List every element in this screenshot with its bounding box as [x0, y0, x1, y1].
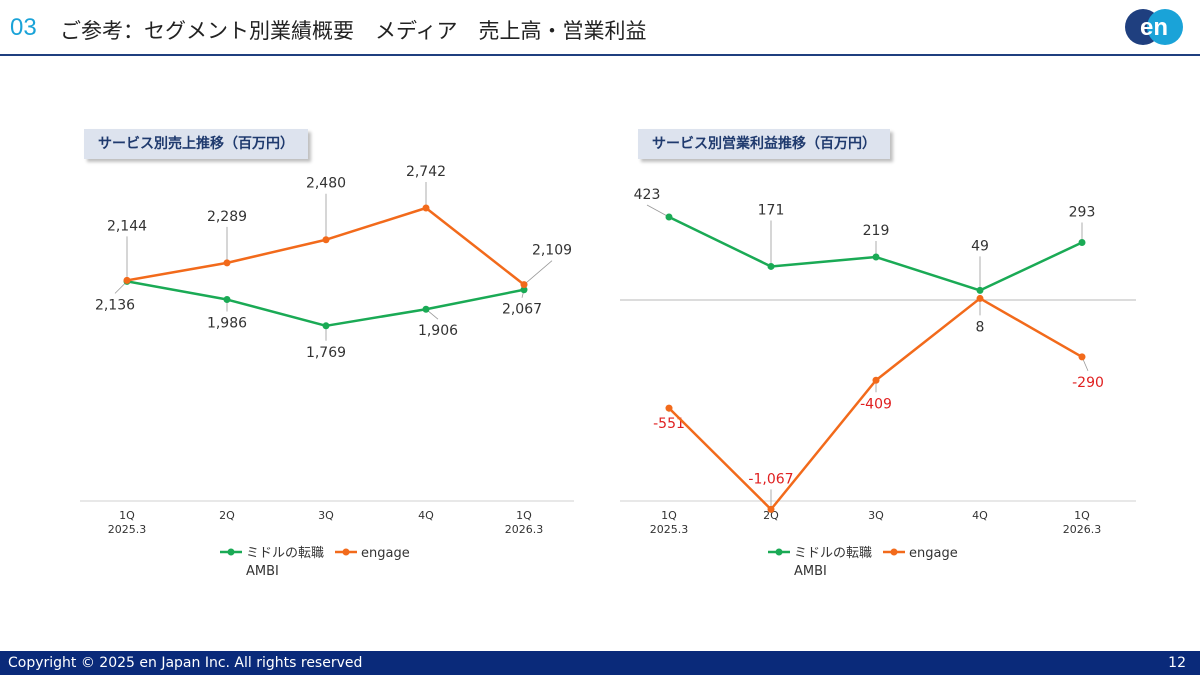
data-point: [767, 262, 775, 270]
data-label: 2,144: [107, 218, 147, 234]
data-label: 2,109: [532, 243, 572, 259]
logo-text: en: [1140, 14, 1168, 41]
data-label: 2,067: [502, 302, 542, 318]
data-point: [422, 204, 430, 212]
legend-swatch-point: [227, 548, 235, 556]
data-label: 1,986: [207, 316, 247, 332]
x-tick-label: 3Q: [318, 509, 334, 522]
data-label: -551: [653, 416, 685, 432]
copyright-text: Copyright © 2025 en Japan Inc. All right…: [8, 655, 363, 671]
data-label: 8: [976, 319, 985, 335]
data-point: [1078, 239, 1086, 247]
data-point: [1078, 353, 1086, 361]
data-label-leader: [523, 260, 553, 285]
header-rule: [0, 54, 1200, 56]
legend-swatch-point: [342, 548, 350, 556]
x-tick-label: 2Q: [219, 509, 235, 522]
data-point: [123, 276, 131, 284]
x-tick-label: 2026.3: [1063, 523, 1102, 536]
page-title: ご参考：セグメント別業績概要 メディア 売上高・営業利益: [60, 19, 647, 43]
slide-header: 03 ご参考：セグメント別業績概要 メディア 売上高・営業利益 en: [0, 0, 1200, 56]
legend-label: AMBI: [794, 564, 827, 579]
data-label: 219: [863, 223, 890, 239]
x-tick-label: 2Q: [763, 509, 779, 522]
data-point: [520, 281, 528, 289]
series-line: [126, 280, 525, 328]
x-tick-label: 3Q: [868, 509, 884, 522]
data-label: 2,289: [207, 209, 247, 225]
x-tick-label: 4Q: [972, 509, 988, 522]
x-tick-label: 2025.3: [650, 523, 689, 536]
data-label: 171: [758, 202, 785, 218]
data-point: [767, 505, 775, 513]
data-point: [665, 213, 673, 221]
data-point: [665, 404, 673, 412]
x-tick-label: 1Q: [119, 509, 135, 522]
data-point: [223, 259, 231, 267]
data-point: [976, 294, 984, 302]
data-label: 1,906: [418, 323, 458, 339]
x-tick-label: 1Q: [1074, 509, 1090, 522]
x-tick-label: 4Q: [418, 509, 434, 522]
data-point: [976, 286, 984, 294]
data-point: [223, 296, 231, 304]
legend-label: engage: [361, 546, 410, 561]
page-number: 12: [1168, 655, 1186, 671]
legend-label: ミドルの転職: [794, 546, 872, 561]
section-number: 03: [10, 14, 37, 41]
data-point: [520, 286, 528, 294]
legend-label: AMBI: [246, 564, 279, 579]
data-point: [322, 236, 330, 244]
data-label: -409: [860, 396, 892, 412]
series-line: [126, 206, 525, 286]
x-tick-label: 1Q: [516, 509, 532, 522]
x-tick-label: 1Q: [661, 509, 677, 522]
data-point: [422, 305, 430, 313]
x-tick-label: 2025.3: [108, 523, 147, 536]
data-label: 1,769: [306, 345, 346, 361]
x-tick-label: 2026.3: [505, 523, 544, 536]
en-logo: en: [1125, 9, 1183, 45]
data-label: -290: [1072, 375, 1104, 391]
data-point: [322, 322, 330, 330]
legend-swatch-point: [775, 548, 783, 556]
data-label: 293: [1069, 205, 1096, 221]
data-label: 2,480: [306, 176, 346, 192]
data-label: 2,742: [406, 164, 446, 180]
legend-label: engage: [909, 546, 958, 561]
data-label: 2,136: [95, 297, 135, 313]
footer: Copyright © 2025 en Japan Inc. All right…: [0, 651, 1200, 675]
sales-chart-title: サービス別売上推移（百万円）: [84, 129, 308, 159]
data-label-leader: [646, 204, 670, 218]
data-point: [872, 253, 880, 261]
legend-label: ミドルの転職: [246, 546, 324, 561]
profit-chart-title: サービス別営業利益推移（百万円）: [638, 129, 890, 159]
data-label: -1,067: [748, 471, 793, 487]
legend-swatch-point: [890, 548, 898, 556]
data-label: 423: [634, 187, 661, 203]
data-label: 49: [971, 238, 989, 254]
data-point: [872, 376, 880, 384]
